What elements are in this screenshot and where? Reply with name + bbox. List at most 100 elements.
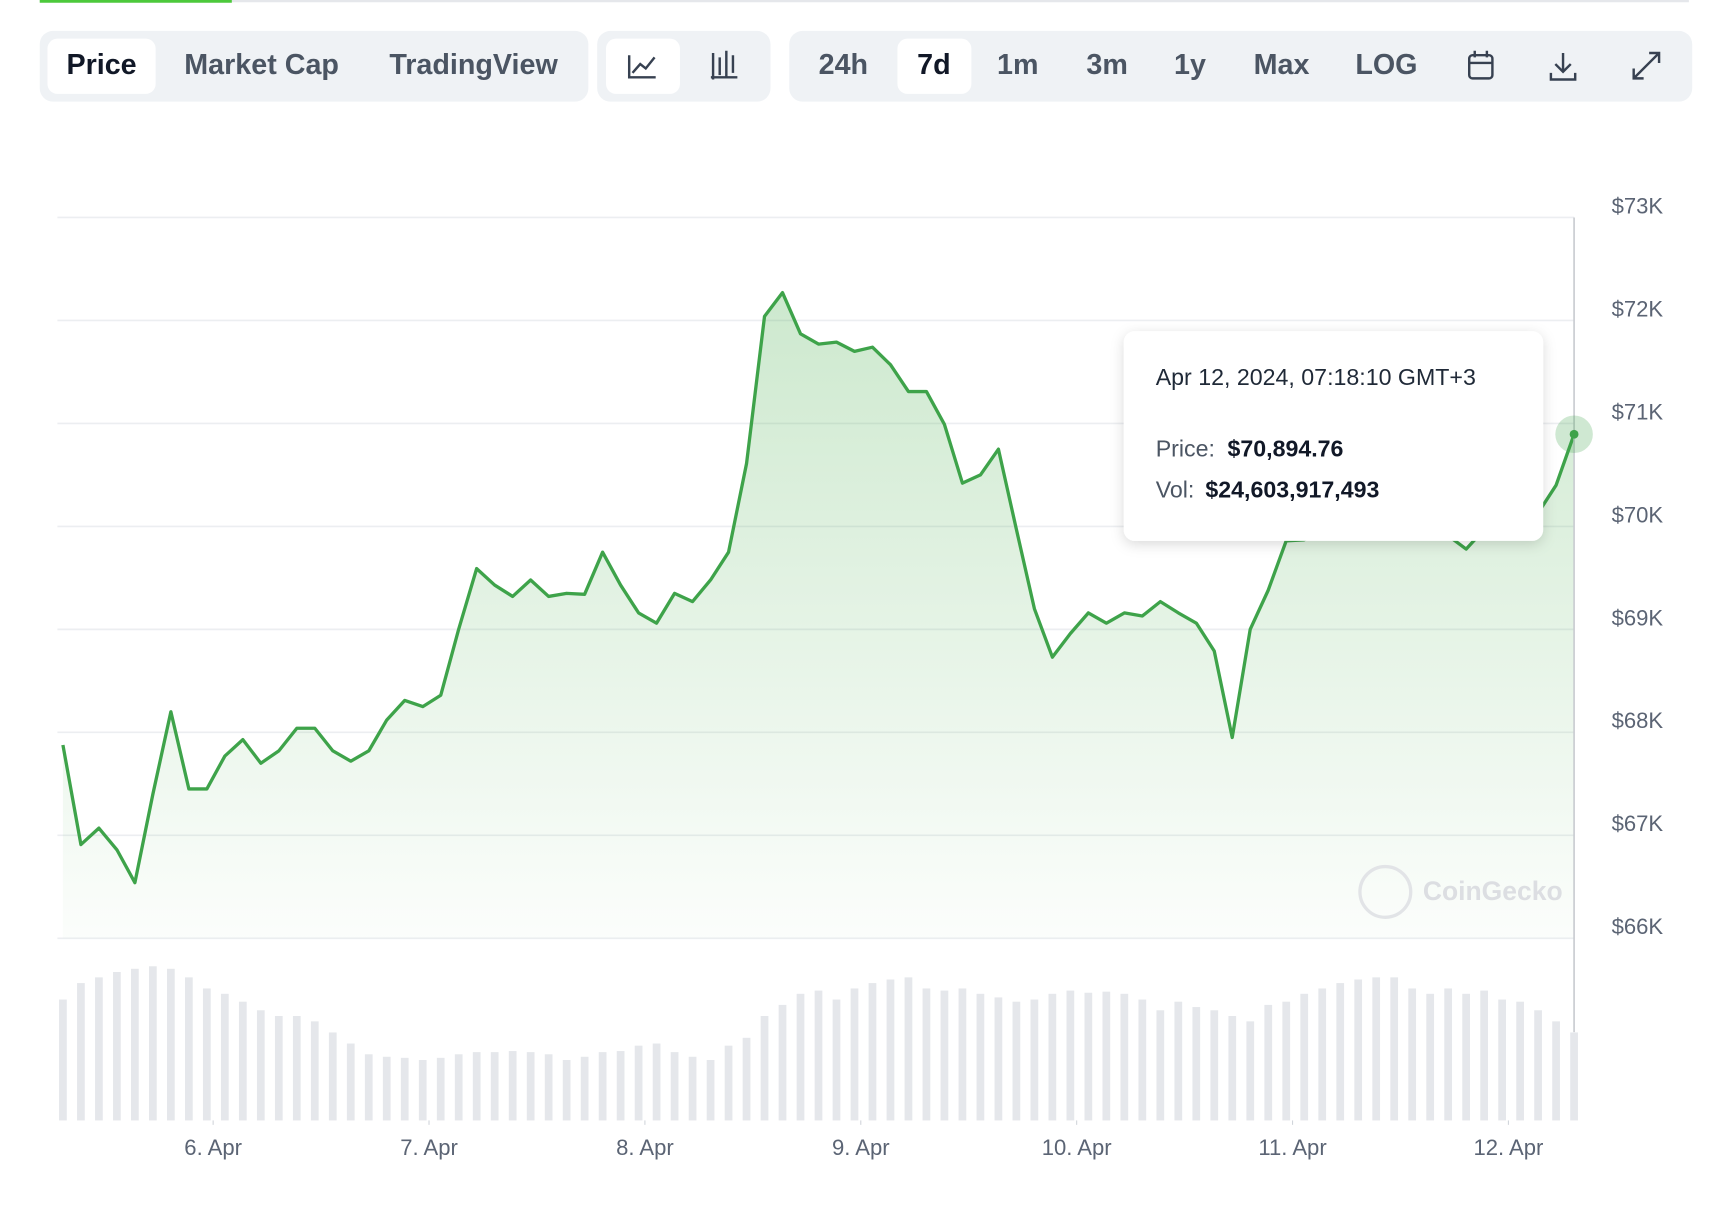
y-tick-label: $68K [1612, 708, 1664, 733]
volume-bar [940, 990, 949, 1121]
y-tick-label: $70K [1612, 502, 1664, 527]
volume-bar [310, 1021, 319, 1121]
volume-bar [1336, 983, 1345, 1121]
volume-bar [1318, 988, 1327, 1121]
volume-bar [202, 988, 211, 1121]
tab[interactable]: Price [66, 49, 136, 81]
range-button[interactable]: 3m [1086, 49, 1127, 81]
calendar-icon[interactable] [1468, 50, 1494, 80]
volume-bar [1300, 993, 1309, 1121]
volume-bar [1066, 990, 1075, 1121]
volume-bar [1372, 977, 1381, 1121]
volume-bar [598, 1052, 607, 1121]
y-tick-label: $67K [1612, 811, 1664, 836]
volume-bar [1138, 999, 1147, 1121]
volume-bar [95, 977, 103, 1121]
volume-bar [113, 972, 121, 1121]
volume-bar [1480, 990, 1488, 1121]
volume-bar [670, 1052, 679, 1121]
volume-bar [796, 993, 805, 1121]
volume-bar [850, 988, 859, 1121]
fullscreen-icon[interactable] [1632, 51, 1661, 80]
range-button[interactable]: 24h [819, 49, 868, 81]
range-button[interactable]: LOG [1355, 49, 1417, 81]
volume-bar [418, 1059, 427, 1121]
x-tick-label: 12. Apr [1473, 1135, 1543, 1160]
volume-bar [436, 1057, 445, 1121]
range-button[interactable]: 7d [917, 49, 950, 81]
volume-bar [1498, 999, 1506, 1121]
volume-bar [634, 1045, 643, 1121]
volume-bar [184, 977, 193, 1121]
volume-bar [832, 999, 841, 1121]
tooltip-price-label: Price: [1156, 436, 1215, 462]
volume-bar [778, 1004, 787, 1121]
volume-bar [1552, 1021, 1560, 1121]
volume-bar [1048, 993, 1057, 1121]
active-range [897, 38, 972, 94]
volume-bar [508, 1051, 517, 1121]
tab[interactable]: TradingView [389, 49, 558, 81]
range-button[interactable]: 1m [997, 49, 1038, 81]
volume-bar [760, 1015, 769, 1121]
watermark: CoinGecko [1423, 876, 1563, 906]
range-button[interactable]: Max [1254, 49, 1310, 81]
x-tick-label: 6. Apr [184, 1135, 242, 1160]
volume-bar [292, 1015, 301, 1121]
tooltip-vol: $24,603,917,493 [1205, 476, 1379, 502]
volume-bar [1408, 988, 1417, 1121]
volume-bar [472, 1052, 481, 1121]
volume-bar [1264, 1004, 1273, 1121]
volume-bar [1534, 1010, 1542, 1121]
y-tick-label: $72K [1612, 296, 1664, 321]
volume-bar [544, 1054, 553, 1121]
y-tick-label: $71K [1612, 399, 1664, 424]
volume-bar [1102, 991, 1111, 1121]
tooltip-price: $70,894.76 [1227, 436, 1343, 462]
volume-bar [220, 993, 229, 1121]
active-tab [47, 38, 156, 94]
hover-point [1569, 429, 1579, 439]
line-chart-icon[interactable] [627, 55, 656, 79]
volume-bar [886, 979, 895, 1121]
tab[interactable]: Market Cap [184, 49, 339, 81]
tooltip-box [1123, 331, 1544, 541]
volume-bar [328, 1032, 337, 1121]
volume-bar [400, 1057, 409, 1121]
watermark-logo [1358, 864, 1413, 919]
volume-bar [526, 1052, 535, 1121]
volume-bar [724, 1045, 733, 1121]
y-tick-label: $69K [1612, 605, 1664, 630]
volume-bar [868, 983, 877, 1121]
volume-bar [742, 1037, 751, 1121]
volume-bar [454, 1054, 463, 1121]
volume-bar [814, 990, 823, 1121]
download-icon[interactable] [1549, 53, 1577, 81]
tab-group [39, 30, 589, 102]
range-button[interactable]: 1y [1174, 49, 1206, 81]
volume-bar [994, 997, 1003, 1121]
y-tick-label: $73K [1612, 193, 1664, 218]
volume-bar [688, 1056, 697, 1121]
volume-bar [1084, 992, 1093, 1121]
volume-bar [1426, 993, 1435, 1121]
x-tick-label: 8. Apr [616, 1135, 674, 1160]
candle-chart-icon[interactable] [710, 50, 738, 80]
tooltip-vol-label: Vol: [1156, 476, 1195, 502]
volume-bar [1228, 1015, 1237, 1121]
x-tick-label: 10. Apr [1042, 1135, 1112, 1160]
volume-bar [1012, 1001, 1021, 1121]
volume-bar [1462, 993, 1471, 1121]
volume-bar [562, 1059, 571, 1121]
volume-bar [274, 1015, 283, 1121]
x-tick-label: 11. Apr [1258, 1135, 1326, 1160]
volume-bar [1030, 999, 1039, 1121]
volume-bar [149, 966, 157, 1121]
volume-bar [976, 993, 985, 1121]
volume-bar [1444, 988, 1453, 1121]
volume-bar [346, 1043, 355, 1121]
x-tick-label: 9. Apr [832, 1135, 890, 1160]
volume-bar [1120, 993, 1129, 1121]
